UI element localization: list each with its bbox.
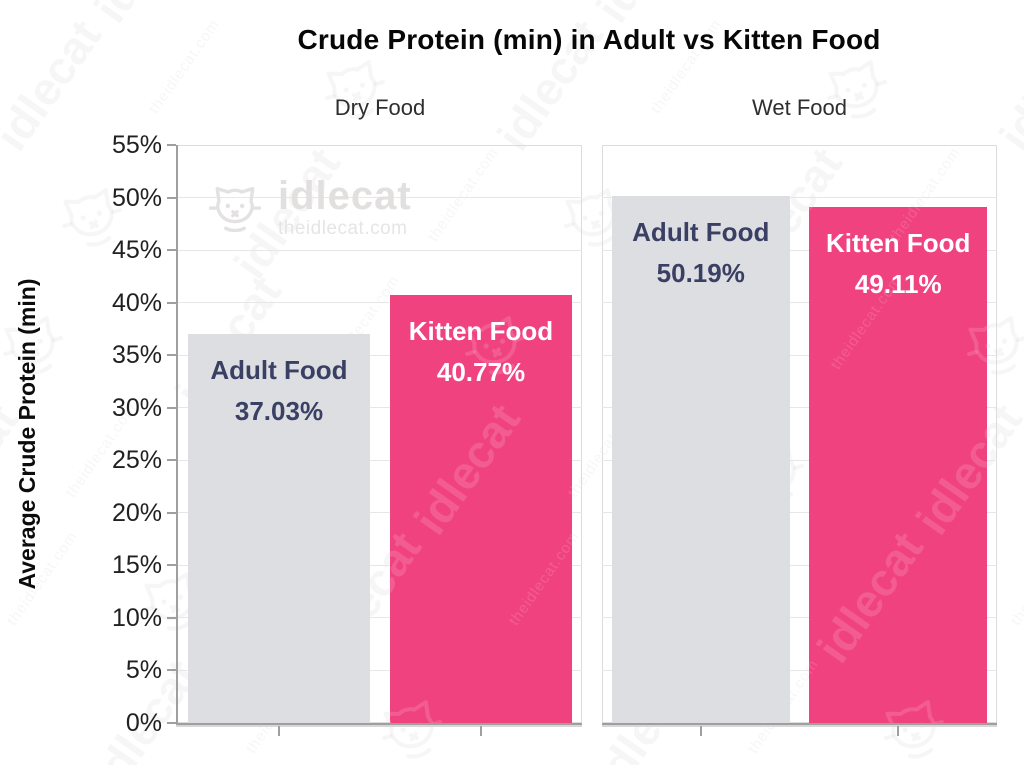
gridline [178, 459, 582, 461]
bar-name-label: Adult Food [632, 216, 770, 247]
brand-watermark-site: theidlecat.com [278, 218, 408, 239]
gridline [602, 197, 997, 199]
bar-value-label: 37.03% [234, 395, 324, 426]
y-axis-tick [167, 196, 176, 199]
gridline [178, 669, 582, 671]
y-axis-tick [167, 144, 176, 146]
bar-name-label: Kitten Food [826, 227, 971, 258]
x-axis-line [176, 723, 582, 725]
brand-watermark-name: idlecat [278, 174, 412, 218]
cat-face-icon [208, 181, 262, 235]
bar-label-block: Adult Food 37.03% [188, 350, 370, 432]
gridline [602, 564, 997, 566]
y-axis-tick [167, 669, 176, 672]
y-tick-label: 50% [111, 183, 162, 212]
x-axis-tick [897, 726, 900, 736]
cat-face-icon [876, 0, 955, 2]
gridline [602, 669, 997, 671]
y-tick-label: 40% [111, 288, 162, 317]
facet-title-dry-food: Dry Food [334, 95, 426, 120]
cat-face-icon [874, 690, 953, 723]
gridline [178, 617, 582, 619]
y-tick-label: 30% [111, 393, 162, 422]
cat-face-icon [809, 434, 813, 513]
gridline [178, 354, 582, 356]
bar-name-label: Kitten Food [408, 315, 554, 346]
gridline [602, 512, 997, 514]
gridline [178, 302, 582, 304]
y-axis-tick [167, 249, 176, 252]
facet-title-wet-food: Wet Food [752, 95, 847, 120]
y-tick-label: 55% [111, 131, 162, 159]
watermark-text: idlecat [390, 522, 431, 672]
gridline [602, 459, 997, 461]
gridline [178, 249, 582, 251]
cat-face-icon [957, 306, 988, 385]
cat-face-icon [374, 0, 453, 2]
y-tick-label: 20% [111, 498, 162, 527]
watermark-text: idlecat [403, 394, 530, 544]
x-axis-tick [480, 726, 482, 736]
y-axis-line [176, 145, 178, 725]
brand-watermark: idlecat theidlecat.com [208, 176, 412, 240]
bar-name-label: Adult Food [210, 354, 348, 385]
cat-face-icon [390, 690, 451, 723]
y-tick-label: 25% [111, 446, 162, 475]
y-tick-label: 35% [111, 341, 162, 370]
bar-dry-food-kitten-food: idlecattheidlecat.comidlecattheidlecat.c… [390, 294, 572, 723]
y-axis-title: Average Crude Protein (min) [14, 278, 40, 590]
y-axis-tick [167, 459, 176, 462]
bar-label-block: Adult Food 50.19% [612, 212, 790, 294]
bar-value-label: 49.11% [854, 268, 942, 299]
gridline [602, 407, 997, 409]
y-axis-tick [167, 722, 176, 724]
chart-title: Crude Protein (min) in Adult vs Kitten F… [297, 24, 881, 55]
bar-wet-food-kitten-food: idlecattheidlecat.comidlecattheidlecat.c… [809, 206, 988, 723]
facet-panel-wet-food [602, 145, 997, 723]
y-tick-label: 15% [111, 551, 162, 580]
watermark-text: theidlecat.com [564, 400, 572, 501]
y-axis-tick [167, 406, 176, 409]
y-tick-label: 45% [111, 236, 162, 265]
bar-dry-food-adult-food: Adult Food 37.03% [188, 333, 370, 723]
y-axis-tick [167, 616, 176, 619]
gridline [602, 249, 997, 251]
gridline [602, 617, 997, 619]
x-axis-tick [699, 726, 702, 736]
watermark-text: idlecat [809, 522, 933, 672]
watermark-text: idlecat [905, 394, 988, 544]
gridline [178, 564, 582, 566]
x-axis-line [602, 723, 997, 725]
y-tick-label: 5% [125, 656, 162, 685]
y-axis-tick [167, 354, 176, 357]
bar-value-label: 40.77% [436, 356, 526, 387]
bar-label-block: Kitten Food 40.77% [390, 311, 572, 393]
gridline [178, 512, 582, 514]
y-tick-label: 10% [111, 603, 162, 632]
y-axis-tick [167, 301, 176, 304]
facet-panel-dry-food [178, 145, 582, 723]
watermark-text: theidlecat.com [1007, 528, 1024, 629]
y-axis-tick [167, 511, 176, 514]
watermark-text: theidlecat.com [505, 528, 572, 629]
gridline [178, 197, 582, 199]
watermark-text: theidlecat.com [809, 656, 823, 723]
bar-label-block: Kitten Food 49.11% [809, 223, 987, 305]
gridline [178, 407, 582, 409]
gridline [602, 302, 997, 304]
y-axis-tick [167, 564, 176, 567]
x-axis-tick [278, 726, 280, 736]
y-tick-label: 0% [125, 709, 162, 737]
bar-wet-food-adult-food: Adult Food 50.19% [611, 195, 790, 723]
bar-value-label: 50.19% [656, 257, 745, 288]
gridline [602, 354, 997, 356]
